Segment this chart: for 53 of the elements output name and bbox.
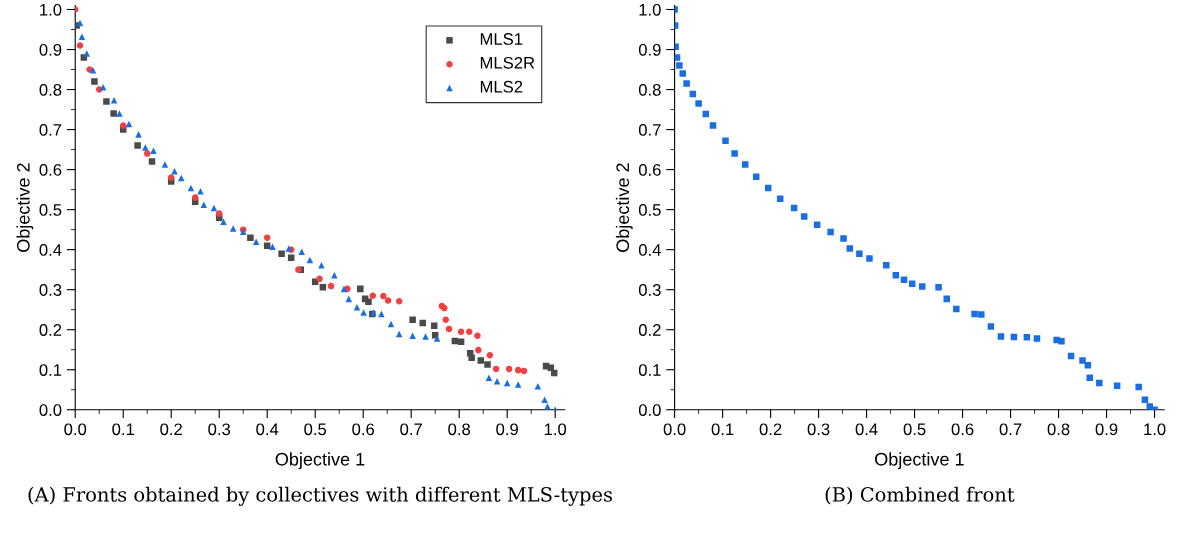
x-tick-label: 1.0 — [1144, 423, 1166, 436]
y-tick-label: 0.0 — [39, 404, 62, 416]
y-tick-label: 0.6 — [638, 164, 661, 176]
x-axis-title: Objective 1 — [875, 452, 964, 470]
y-tick-label: 0.0 — [638, 404, 661, 416]
x-tick-label: 0.0 — [64, 423, 87, 436]
x-tick-label: 0.4 — [256, 423, 279, 436]
y-tick-label: 0.9 — [39, 43, 62, 56]
y-tick-label: 0.3 — [638, 284, 661, 296]
y-tick-label: 0.4 — [39, 244, 62, 256]
y-tick-label: 0.1 — [39, 364, 62, 376]
y-tick-label: 0.9 — [638, 43, 661, 56]
x-tick-label: 0.6 — [352, 423, 375, 436]
y-tick-label: 0.3 — [39, 284, 62, 296]
x-tick-label: 0.8 — [1047, 423, 1070, 436]
y-axis-title: Objective 2 — [16, 163, 34, 252]
x-tick-label: 0.4 — [855, 423, 878, 436]
x-tick-label: 0.3 — [208, 423, 231, 436]
y-tick-label: 0.4 — [638, 244, 661, 256]
x-tick-label: 1.0 — [544, 423, 567, 436]
x-tick-label: 0.2 — [160, 423, 182, 436]
text: (B) Combined front — [825, 486, 1015, 505]
x-tick-label: 0.0 — [663, 423, 686, 436]
y-tick-label: 0.6 — [39, 164, 62, 176]
y-tick-label: 0.7 — [638, 123, 661, 136]
legend-label: MLS1 — [480, 33, 523, 45]
x-tick-label: 0.8 — [448, 423, 471, 436]
y-tick-label: 0.8 — [638, 83, 661, 96]
x-axis-title: Objective 1 — [275, 452, 365, 470]
y-tick-label: 0.8 — [39, 83, 62, 96]
y-tick-label: 0.5 — [638, 204, 661, 216]
y-tick-label: 1.0 — [639, 3, 661, 16]
legend-label: MLS2R — [480, 56, 535, 69]
y-tick-label: 0.7 — [39, 123, 62, 136]
y-tick-label: 0.1 — [638, 364, 661, 376]
x-tick-label: 0.5 — [903, 423, 926, 436]
y-tick-label: 0.5 — [39, 204, 62, 216]
x-tick-label: 0.9 — [1095, 423, 1118, 436]
x-tick-label: 0.5 — [304, 423, 327, 436]
y-tick-label: 1.0 — [40, 3, 62, 16]
y-tick-label: 0.2 — [39, 324, 62, 336]
x-tick-label: 0.7 — [400, 423, 422, 436]
x-tick-label: 0.9 — [496, 423, 518, 436]
x-tick-label: 0.1 — [711, 423, 734, 436]
x-tick-label: 0.3 — [807, 423, 830, 436]
legend-label: MLS2 — [480, 80, 523, 93]
y-axis-title: Objective 2 — [615, 163, 633, 252]
x-tick-label: 0.6 — [951, 423, 974, 436]
x-tick-label: 0.1 — [112, 423, 134, 436]
x-tick-label: 0.7 — [999, 423, 1022, 436]
x-tick-label: 0.2 — [759, 423, 782, 436]
text: (A) Fronts obtained by collectives with different MLS-types — [28, 486, 612, 506]
y-tick-label: 0.2 — [638, 324, 661, 336]
